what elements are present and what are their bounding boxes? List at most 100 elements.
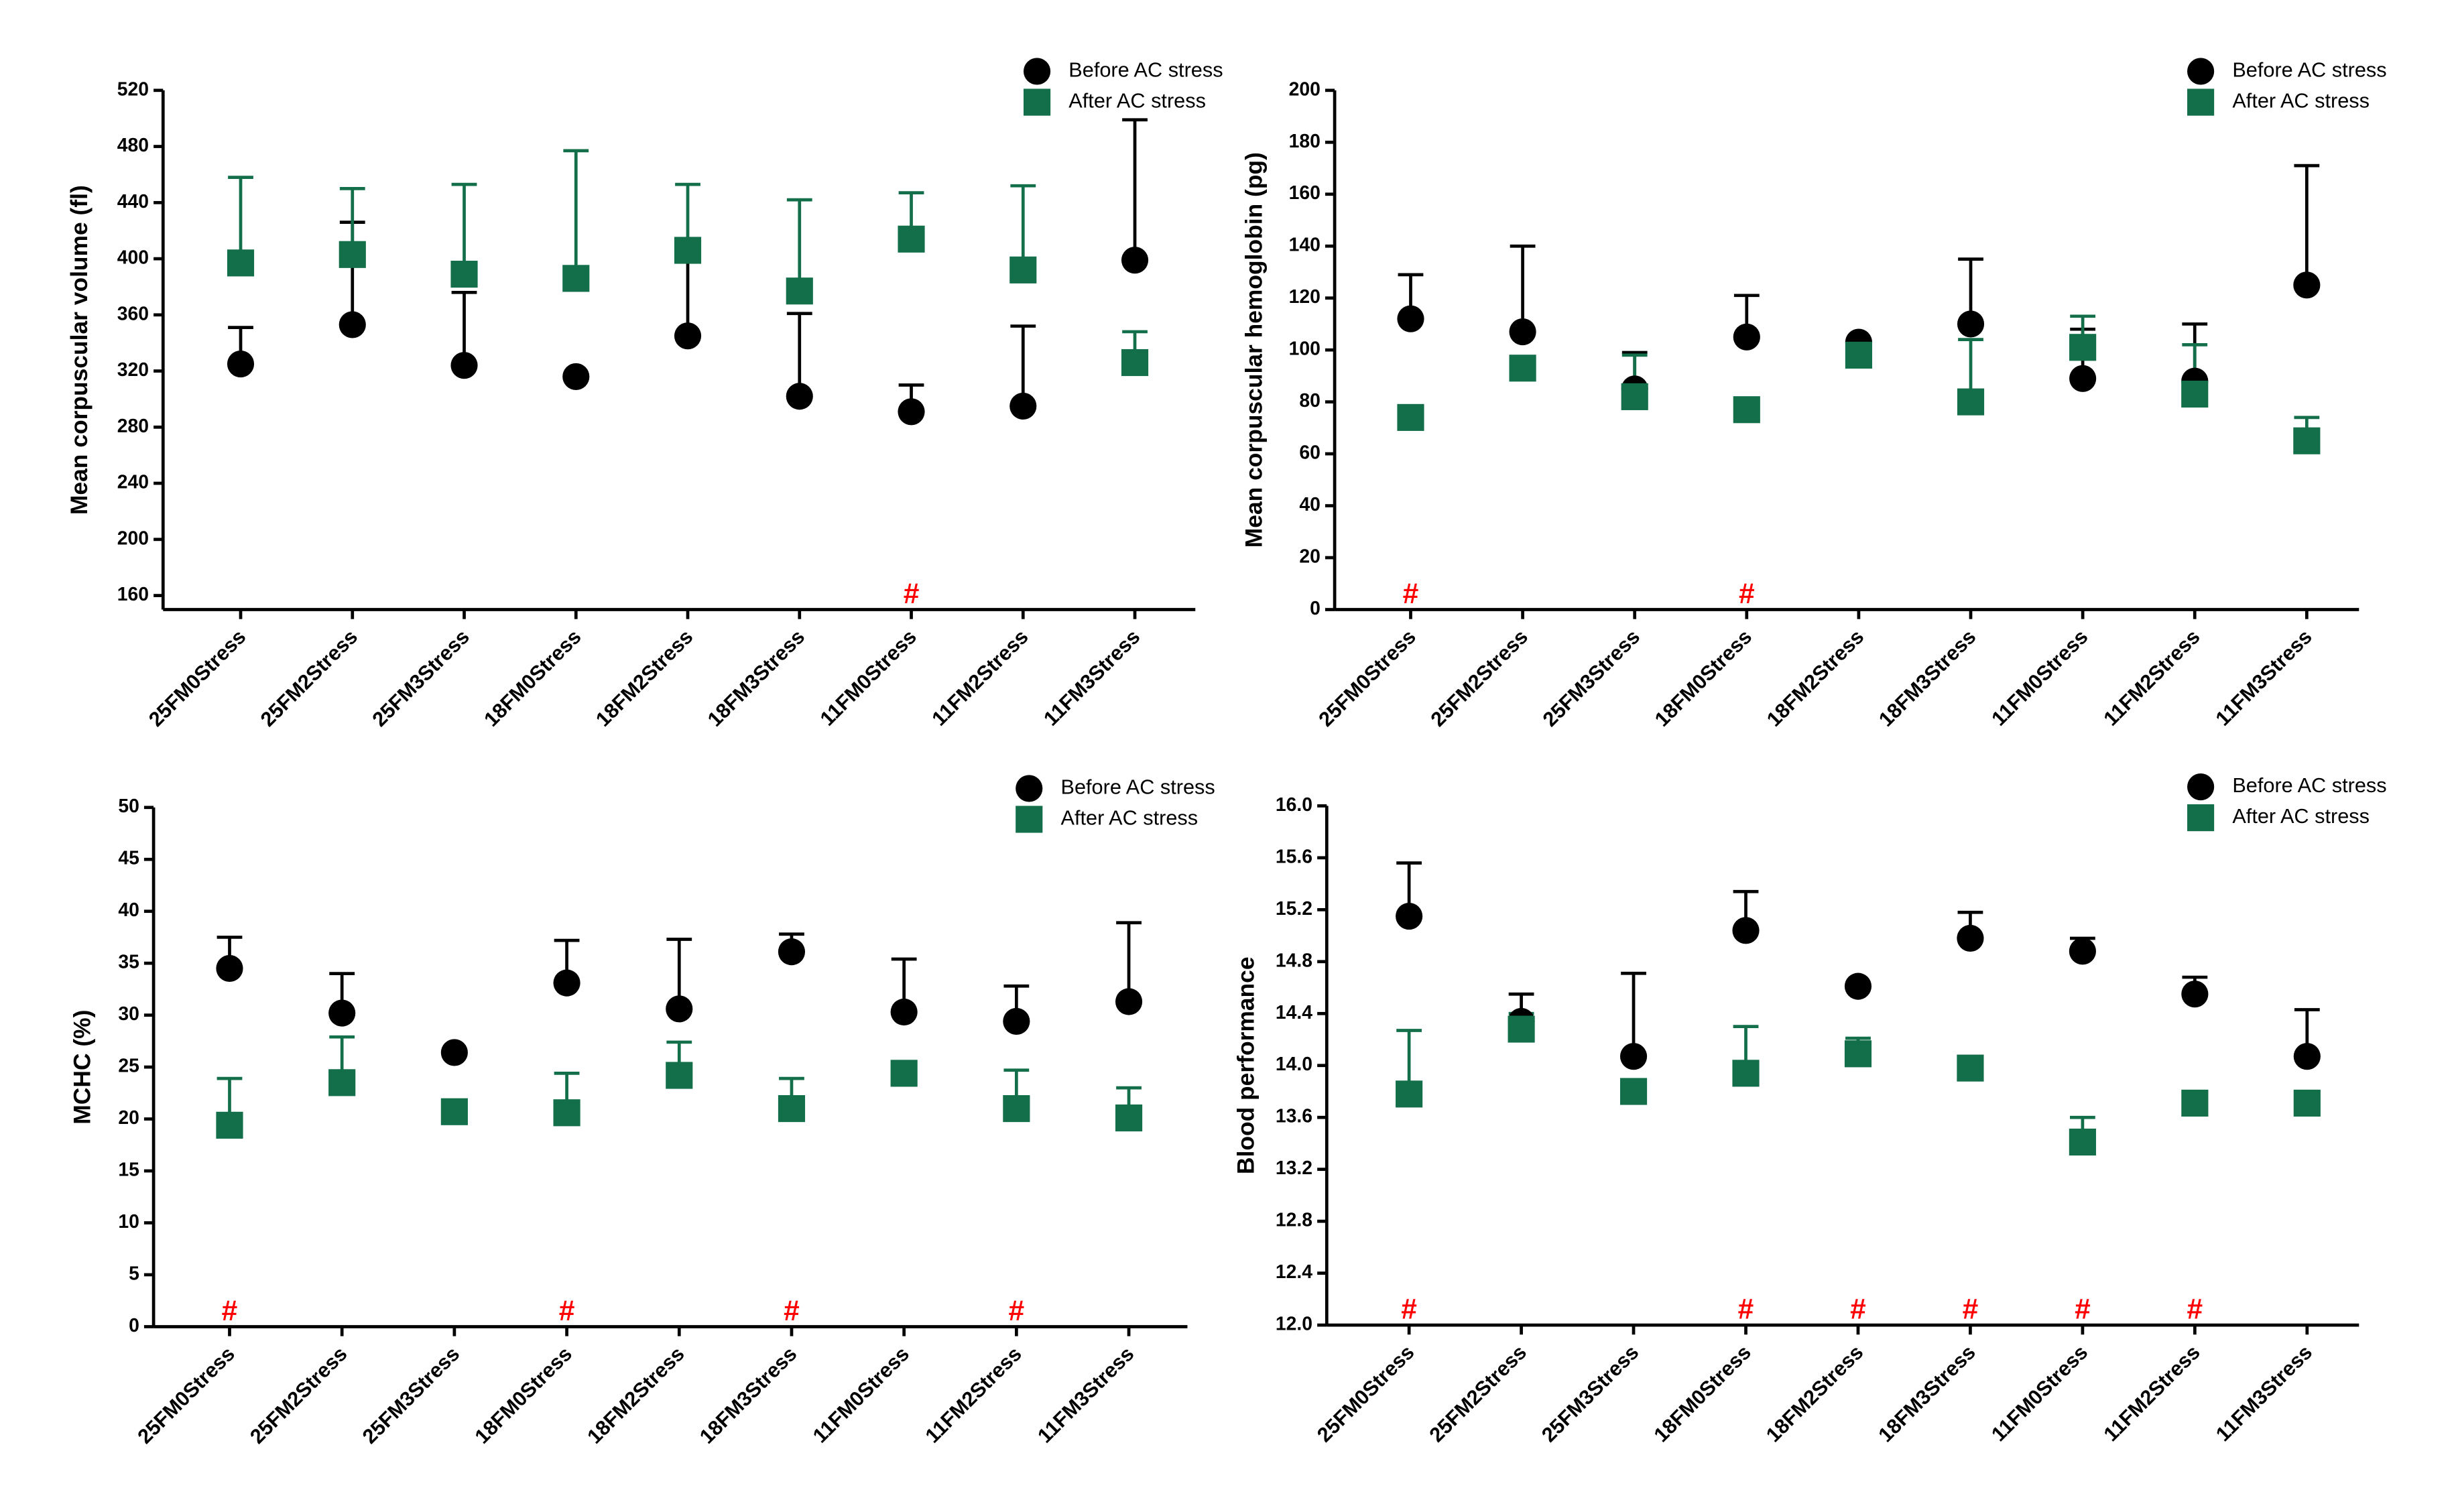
point: [562, 265, 590, 292]
y-tick-label: 160: [1289, 182, 1321, 204]
legend-marker: [2187, 773, 2215, 801]
y-tick-label: 40: [118, 899, 139, 921]
point: [1508, 1015, 1535, 1043]
point: [1115, 988, 1143, 1015]
y-tick-label: 240: [117, 472, 149, 493]
point: [1957, 924, 1984, 952]
point: [2069, 1128, 2096, 1156]
point: [562, 363, 590, 391]
legend-label: After AC stress: [2232, 804, 2370, 828]
x-tick-label: 25FM2Stress: [256, 625, 363, 731]
point: [674, 237, 702, 264]
x-tick-label: 11FM0Stress: [815, 625, 920, 730]
y-tick-label: 14.8: [1276, 950, 1312, 971]
x-tick-label: 11FM3Stress: [1033, 1342, 1138, 1447]
y-tick-label: 5: [129, 1263, 139, 1284]
point: [1121, 247, 1149, 274]
annotation: #: [1963, 1294, 1979, 1326]
y-tick-label: 14.0: [1276, 1054, 1312, 1075]
y-tick-label: 180: [1289, 131, 1321, 152]
point: [2293, 271, 2321, 299]
x-tick-label: 18FM2Stress: [591, 625, 698, 731]
point: [227, 351, 255, 378]
y-tick-label: 100: [1289, 338, 1321, 360]
point: [1957, 388, 1985, 416]
point: [216, 1111, 243, 1139]
point: [666, 1062, 693, 1089]
point: [1115, 1104, 1143, 1132]
y-tick-label: 0: [1310, 598, 1321, 619]
y-tick-label: 480: [117, 135, 149, 156]
point: [2181, 380, 2209, 408]
point: [1957, 310, 1985, 338]
x-tick-label: 25FM0Stress: [144, 625, 251, 731]
y-tick-label: 200: [1289, 78, 1321, 100]
point: [1732, 917, 1760, 944]
annotation: #: [1403, 578, 1419, 610]
y-tick-label: 80: [1299, 390, 1321, 412]
point: [2181, 1089, 2209, 1117]
x-tick-label: 18FM3Stress: [703, 625, 810, 731]
point: [1397, 305, 1424, 332]
x-tick-label: 25FM2Stress: [245, 1342, 352, 1448]
x-tick-label: 11FM0Stress: [1987, 1340, 2092, 1446]
x-tick-label: 11FM2Stress: [920, 1342, 1026, 1447]
point: [450, 261, 478, 288]
y-tick-label: 400: [117, 247, 149, 269]
x-tick-label: 18FM2Stress: [582, 1342, 689, 1448]
point: [1003, 1007, 1030, 1035]
x-tick-label: 25FM0Stress: [1314, 625, 1420, 731]
x-tick-label: 25FM0Stress: [1312, 1340, 1419, 1447]
annotation: #: [904, 578, 920, 610]
point: [898, 225, 925, 253]
point: [1396, 902, 1423, 930]
annotation: #: [1850, 1294, 1866, 1326]
y-axis-label: Mean corpuscular volume (fl): [66, 185, 93, 515]
x-tick-label: 18FM3Stress: [1874, 625, 1981, 731]
y-tick-label: 15.2: [1276, 898, 1312, 920]
y-tick-label: 30: [118, 1003, 139, 1025]
y-tick-label: 14.4: [1276, 1002, 1312, 1023]
legend-label: Before AC stress: [1068, 58, 1223, 82]
x-tick-label: 11FM0Stress: [808, 1342, 914, 1447]
annotation: #: [1009, 1296, 1025, 1327]
x-tick-label: 25FM3Stress: [367, 625, 474, 731]
y-tick-label: 160: [117, 584, 149, 605]
point: [778, 938, 806, 966]
y-tick-label: 15.6: [1276, 846, 1312, 867]
annotation: #: [1738, 1294, 1754, 1326]
y-tick-label: 35: [118, 952, 139, 973]
x-tick-label: 18FM3Stress: [1874, 1340, 1980, 1447]
x-tick-label: 11FM3Stress: [2211, 1340, 2317, 1446]
y-tick-label: 25: [118, 1056, 139, 1077]
x-tick-label: 18FM0Stress: [1649, 1340, 1756, 1447]
point: [1509, 318, 1536, 346]
point: [1009, 256, 1037, 284]
legend-label: After AC stress: [1068, 89, 1206, 113]
point: [440, 1039, 468, 1066]
annotation: #: [784, 1296, 800, 1327]
x-tick-label: 11FM3Stress: [2211, 625, 2316, 730]
annotation: #: [2187, 1294, 2203, 1326]
point: [227, 249, 255, 277]
legend-marker: [2187, 804, 2215, 832]
point: [898, 398, 925, 426]
y-tick-label: 12.0: [1276, 1314, 1312, 1335]
x-tick-label: 11FM2Stress: [927, 625, 1032, 730]
point: [216, 954, 243, 983]
point: [778, 1095, 806, 1123]
point: [1733, 396, 1760, 424]
point: [2069, 365, 2097, 392]
x-tick-label: 11FM0Stress: [1987, 625, 2092, 730]
point: [1003, 1095, 1030, 1123]
y-axis-label: MCHC (%): [69, 1010, 96, 1125]
x-tick-label: 18FM0Stress: [1650, 625, 1757, 731]
point: [1619, 1043, 1648, 1070]
y-tick-label: 12.4: [1276, 1261, 1312, 1283]
legend-marker: [2187, 88, 2215, 116]
y-tick-label: 12.8: [1276, 1210, 1312, 1231]
y-tick-label: 13.6: [1276, 1106, 1312, 1127]
y-tick-label: 16.0: [1276, 794, 1312, 816]
